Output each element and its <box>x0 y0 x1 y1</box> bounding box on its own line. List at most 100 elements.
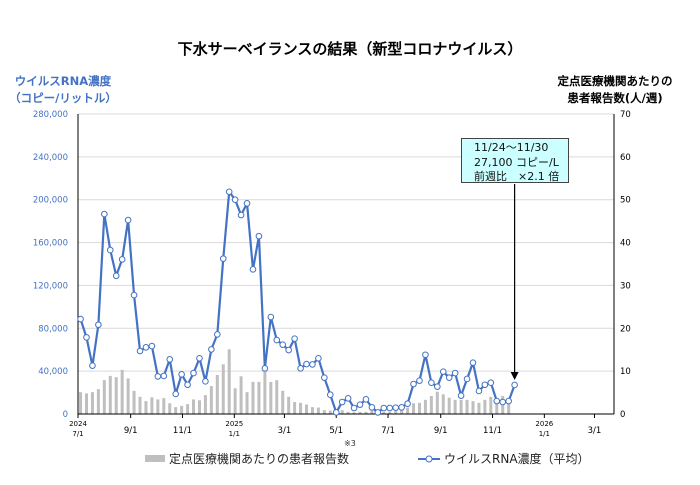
patient-bar <box>287 396 291 414</box>
rna-point <box>493 397 501 405</box>
patient-bar <box>406 407 410 414</box>
rna-point <box>77 315 84 323</box>
patient-bar <box>245 392 249 414</box>
x-tick-label: 7/1 <box>381 426 395 436</box>
rna-point <box>499 398 507 406</box>
patient-bar <box>346 411 350 414</box>
patient-bar <box>257 381 261 414</box>
rna-point <box>249 266 257 273</box>
patient-bar <box>370 410 374 414</box>
patient-bar <box>382 411 386 414</box>
patient-bar <box>483 399 487 414</box>
rna-point <box>481 381 489 389</box>
rna-point <box>273 336 281 344</box>
rna-point <box>208 346 215 353</box>
rna-point <box>214 331 221 338</box>
right-tick-label: 50 <box>620 196 631 206</box>
left-tick-label: 200,000 <box>33 196 68 206</box>
x-tick-label: 11/1 <box>173 426 192 436</box>
annotation-box: 11/24～11/30 27,100 コピー/L 前週比 ×2.1 倍 <box>461 138 569 183</box>
rna-point <box>219 255 227 262</box>
left-tick-label: 120,000 <box>33 281 68 291</box>
patient-bar <box>209 386 213 414</box>
x-tick-label: 3/1 <box>588 426 602 436</box>
patient-bar <box>477 402 481 414</box>
x-tick-label: 1/1 <box>539 430 550 438</box>
left-tick-label: 0 <box>63 410 68 420</box>
rna-point <box>196 354 203 362</box>
rna-point <box>422 351 429 359</box>
rna-point <box>243 200 251 207</box>
rna-point <box>374 409 382 416</box>
right-axis-title-line1: 定点医療機関あたりの <box>557 74 673 88</box>
rna-point <box>124 216 132 224</box>
patient-bar <box>221 364 225 414</box>
rna-point <box>83 334 90 341</box>
rna-point <box>404 400 411 408</box>
patient-bar <box>114 377 118 414</box>
patient-bar <box>275 380 279 414</box>
rna-point <box>434 383 441 390</box>
rna-point <box>386 404 394 412</box>
patient-bar <box>328 410 332 414</box>
patient-bar <box>412 403 416 414</box>
patient-bar <box>251 381 255 414</box>
rna-point <box>148 342 156 350</box>
rna-point <box>463 375 471 383</box>
rna-point <box>332 409 340 416</box>
patient-bar <box>96 389 100 414</box>
patient-bar <box>192 399 196 414</box>
patient-bar <box>322 410 326 414</box>
patient-bar <box>394 411 398 414</box>
patient-bar <box>299 402 303 414</box>
rna-point <box>184 381 191 389</box>
rna-point <box>237 211 245 219</box>
patient-bar <box>423 399 427 414</box>
rna-point <box>178 371 185 378</box>
legend-item-bars: 定点医療機関あたりの患者報告数 <box>145 450 349 467</box>
patient-bar <box>465 399 469 414</box>
patient-bar <box>263 368 267 414</box>
patient-bar <box>400 410 404 414</box>
rna-point <box>160 372 168 380</box>
left-tick-label: 160,000 <box>33 239 68 249</box>
rna-point <box>225 188 233 196</box>
rna-point <box>326 391 334 399</box>
patient-bar <box>364 411 368 414</box>
rna-point <box>261 365 269 372</box>
patient-bar <box>126 378 130 414</box>
patient-bar <box>156 399 160 414</box>
rna-point <box>398 404 405 411</box>
left-axis-title-line2: （コピー/リットル） <box>9 91 117 105</box>
x-tick-label: 3/1 <box>278 426 292 436</box>
left-tick-label: 240,000 <box>33 153 68 163</box>
rna-point <box>410 380 417 388</box>
patient-bar <box>186 404 190 414</box>
right-tick-label: 0 <box>620 410 625 420</box>
patient-bar <box>489 396 493 414</box>
rna-point <box>416 377 423 384</box>
rna-point <box>392 404 399 411</box>
patient-bar <box>293 402 297 414</box>
patient-bar <box>507 399 511 414</box>
left-axis-title: ウイルスRNA濃度 （コピー/リットル） <box>8 73 118 107</box>
patient-bar <box>239 376 243 414</box>
rna-point <box>469 359 477 366</box>
x-tick-label: 1/1 <box>229 430 240 438</box>
x-tick-label: 2024 <box>69 420 87 428</box>
rna-point <box>136 347 144 355</box>
left-tick-label: 40,000 <box>38 367 68 377</box>
patient-bar <box>441 394 445 414</box>
rna-point <box>279 341 287 348</box>
patient-bar <box>197 400 201 414</box>
annotation-line: 11/24～11/30 <box>474 141 549 154</box>
patient-bar <box>447 397 451 414</box>
left-tick-label: 280,000 <box>33 110 68 120</box>
right-axis-title-line2: 患者報告数(人/週) <box>567 91 663 105</box>
patient-bar <box>162 398 166 414</box>
rna-point <box>297 365 304 372</box>
patient-bar <box>120 369 124 414</box>
x-tick-label: 5/1 <box>329 426 343 436</box>
rna-point <box>368 404 376 411</box>
x-tick-label: 9/1 <box>434 426 448 436</box>
